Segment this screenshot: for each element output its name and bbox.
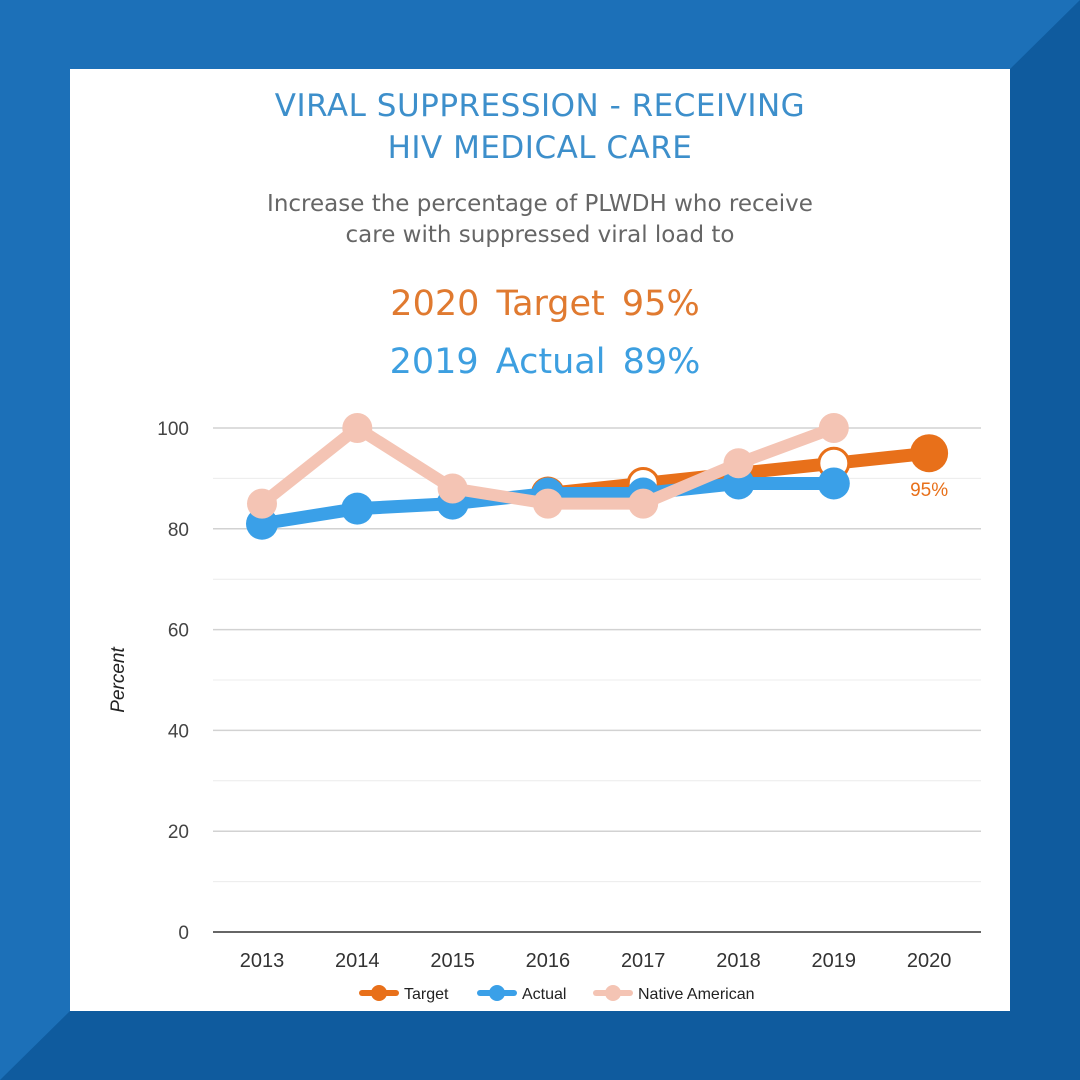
y-tick-label: 20 — [168, 822, 189, 843]
actual-legend-label: Actual — [522, 986, 566, 1003]
x-tick-label: 2019 — [812, 950, 857, 972]
actual-legend-marker — [489, 985, 505, 1001]
content-panel — [70, 69, 1010, 1011]
x-tick-label: 2013 — [240, 950, 285, 972]
subtitle-line1: Increase the percentage of PLWDH who rec… — [267, 191, 813, 217]
actual-data-point — [817, 467, 850, 500]
x-tick-label: 2018 — [716, 950, 761, 972]
native-american-legend-marker — [605, 985, 621, 1001]
chart-title-line2: HIV MEDICAL CARE — [387, 130, 693, 166]
y-tick-label: 100 — [157, 419, 189, 440]
chart-title-line1: VIRAL SUPPRESSION - RECEIVING — [274, 88, 806, 124]
native-american-data-point — [818, 413, 849, 443]
native-american-data-point — [342, 413, 373, 443]
x-tick-label: 2014 — [335, 950, 380, 972]
native-american-data-point — [532, 488, 563, 519]
y-tick-label: 80 — [168, 520, 189, 541]
target-summary: 2020 Target 95% — [390, 284, 700, 324]
actual-summary: 2019 Actual 89% — [389, 342, 701, 382]
native-american-data-point — [247, 488, 277, 519]
y-tick-label: 60 — [168, 621, 189, 642]
y-tick-label: 0 — [178, 923, 189, 944]
x-tick-label: 2017 — [621, 950, 666, 972]
x-tick-label: 2020 — [907, 950, 952, 972]
x-tick-label: 2016 — [526, 950, 571, 972]
actual-data-point — [341, 492, 374, 525]
native-american-data-point — [723, 448, 754, 479]
target-legend-marker — [371, 985, 387, 1001]
native-american-data-point — [628, 488, 659, 519]
y-axis-title: Percent — [108, 647, 129, 713]
native-american-data-point — [437, 473, 468, 504]
y-tick-label: 40 — [168, 721, 189, 742]
x-tick-label: 2015 — [430, 950, 475, 972]
subtitle-line2: care with suppressed viral load to — [345, 222, 735, 248]
target-legend-label: Target — [404, 986, 449, 1003]
target-data-point — [910, 434, 949, 473]
native-american-legend-label: Native American — [638, 986, 755, 1003]
target-data-label: 95% — [910, 480, 948, 501]
